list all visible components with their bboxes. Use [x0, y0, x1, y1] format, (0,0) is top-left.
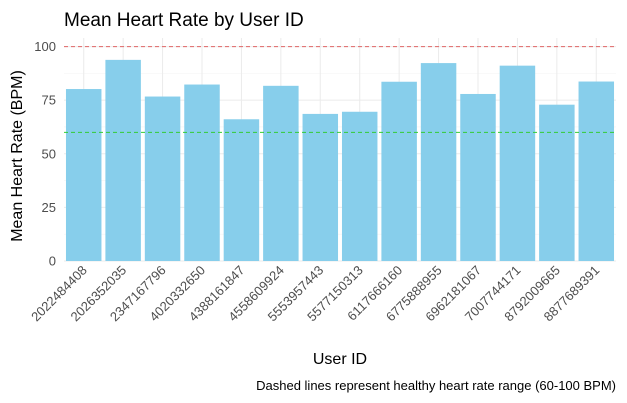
bar — [420, 63, 457, 262]
x-axis-ticks: 2022484408202635203523471677964020332650… — [28, 263, 602, 325]
bar — [341, 111, 378, 261]
y-tick-label: 100 — [34, 39, 56, 54]
bar — [460, 93, 496, 262]
x-axis-title: User ID — [313, 351, 367, 368]
bar — [223, 119, 260, 261]
bar — [578, 81, 615, 261]
y-tick-label: 75 — [42, 93, 56, 108]
bar — [184, 84, 220, 261]
reference-lines — [64, 46, 616, 133]
chart-title: Mean Heart Rate by User ID — [64, 10, 304, 31]
bar — [302, 113, 339, 262]
bar — [499, 65, 536, 261]
bar — [263, 85, 299, 261]
bar — [381, 81, 417, 261]
y-tick-label: 0 — [49, 254, 56, 269]
bar — [539, 104, 575, 261]
y-axis-title: Mean Heart Rate (BPM) — [9, 70, 26, 242]
y-tick-label: 50 — [42, 146, 56, 161]
bar — [144, 96, 181, 261]
chart-caption: Dashed lines represent healthy heart rat… — [256, 378, 616, 393]
bar — [105, 59, 141, 261]
y-axis-ticks: 0 25 50 75 100 — [34, 39, 56, 268]
bars — [65, 59, 615, 262]
y-tick-label: 25 — [42, 200, 56, 215]
bar — [65, 89, 102, 262]
